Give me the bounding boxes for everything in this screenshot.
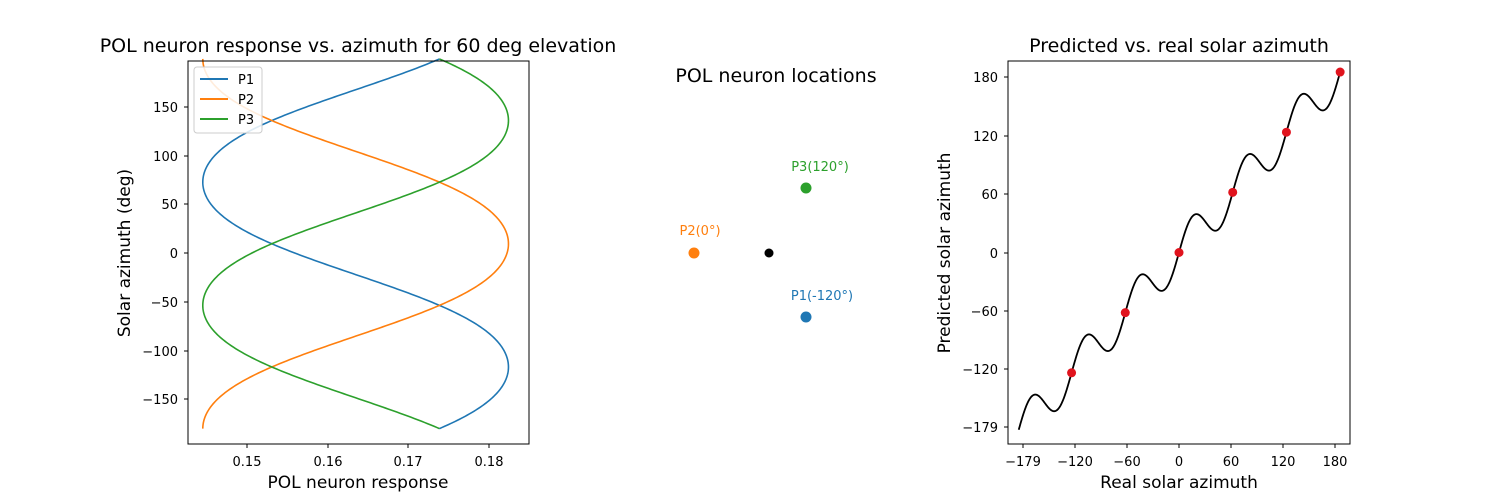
right-ylabel: Predicted solar azimuth [935, 153, 955, 354]
y-tick-label: 150 [153, 101, 178, 116]
left-ylabel: Solar azimuth (deg) [115, 169, 135, 337]
x-tick-label: 0.15 [233, 455, 262, 470]
marker-point [1228, 187, 1238, 197]
marker-point [1120, 308, 1130, 318]
legend-label-p3: P3 [238, 113, 254, 128]
left-panel: POL neuron response vs. azimuth for 60 d… [100, 35, 617, 493]
x-tick-label: 0.18 [475, 455, 504, 470]
y-tick-label: 0 [990, 247, 998, 262]
left-title: POL neuron response vs. azimuth for 60 d… [100, 35, 617, 57]
y-tick-label: 0 [170, 247, 178, 262]
legend: P1 P2 P3 [193, 66, 263, 134]
y-tick-label: 120 [973, 130, 998, 145]
right-y-ticks: 180 120 60 0 −60 −120 −179 [962, 71, 1008, 436]
right-title: Predicted vs. real solar azimuth [1029, 35, 1329, 57]
y-tick-label: −60 [971, 305, 998, 320]
x-tick-label: −120 [1057, 455, 1093, 470]
x-tick-label: 60 [1223, 455, 1240, 470]
x-tick-label: 180 [1323, 455, 1348, 470]
neuron-p2-point [688, 247, 700, 259]
neuron-p1-label: P1(-120°) [791, 289, 853, 304]
marker-point [1067, 368, 1077, 378]
left-y-ticks: 150 100 50 0 −50 −100 −150 [142, 101, 188, 408]
x-tick-label: −60 [1113, 455, 1140, 470]
right-xlabel: Real solar azimuth [1100, 473, 1258, 493]
y-tick-label: −150 [142, 393, 178, 408]
x-tick-label: 0 [1175, 455, 1183, 470]
neuron-p3-label: P3(120°) [791, 160, 849, 175]
y-tick-label: 60 [981, 188, 998, 203]
y-tick-label: −120 [962, 363, 998, 378]
left-xlabel: POL neuron response [268, 473, 449, 493]
right-panel: Predicted vs. real solar azimuth 180 120… [935, 35, 1351, 493]
center-point [764, 248, 774, 258]
y-tick-label: −50 [151, 296, 178, 311]
y-tick-label: 50 [161, 198, 178, 213]
legend-label-p1: P1 [238, 73, 254, 88]
y-tick-label: 180 [973, 71, 998, 86]
x-tick-label: −179 [1005, 455, 1041, 470]
legend-label-p2: P2 [238, 93, 254, 108]
neuron-p3-point [800, 182, 812, 194]
right-markers [1067, 67, 1345, 378]
x-tick-label: 0.16 [314, 455, 343, 470]
marker-point [1335, 67, 1345, 77]
neuron-p1-point [800, 311, 812, 323]
y-tick-label: −179 [962, 421, 998, 436]
middle-panel: POL neuron locations P1(-120°) P2(0°) P3… [675, 65, 877, 323]
middle-title: POL neuron locations [675, 65, 876, 87]
marker-point [1281, 127, 1291, 137]
y-tick-label: 100 [153, 150, 178, 165]
left-curves [201, 58, 510, 430]
x-tick-label: 0.17 [394, 455, 423, 470]
y-tick-label: −100 [142, 345, 178, 360]
marker-point [1174, 248, 1184, 257]
x-tick-label: 120 [1271, 455, 1296, 470]
right-x-ticks: −179 −120 −60 0 60 120 180 [1005, 444, 1347, 470]
left-x-ticks: 0.15 0.16 0.17 0.18 [233, 444, 504, 470]
series-line-p3 [201, 58, 510, 430]
neuron-p2-label: P2(0°) [679, 224, 720, 239]
